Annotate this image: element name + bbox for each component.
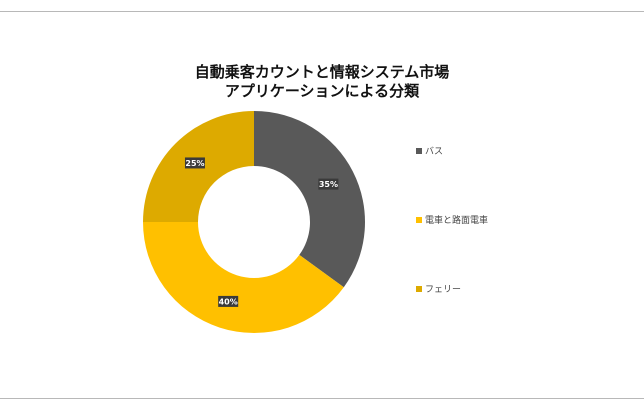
- legend-swatch-2: [416, 217, 422, 223]
- legend-swatch-1: [416, 148, 422, 154]
- chart-title-line-1: 自動乗客カウントと情報システム市場: [195, 63, 450, 81]
- data-labels: 35% 40% 25%: [184, 157, 339, 307]
- data-label-1: 35%: [319, 180, 338, 189]
- bottom-divider: [0, 398, 644, 399]
- legend-swatch-3: [416, 286, 422, 292]
- data-label-box-1: [318, 178, 339, 190]
- data-label-3: 25%: [185, 159, 204, 168]
- data-label-2: 40%: [219, 297, 238, 306]
- legend-label-2: 電車と路面電車: [425, 214, 488, 226]
- legend-label-3: フェリー: [425, 285, 461, 295]
- slice-1: [254, 111, 366, 288]
- data-label-box-3: [184, 157, 205, 169]
- donut-slices: [143, 111, 366, 334]
- legend-label-1: バス: [425, 146, 443, 157]
- slice-2: [143, 222, 344, 334]
- top-divider: [0, 11, 644, 12]
- chart-title-line-2: アプリケーションによる分類: [225, 82, 420, 100]
- data-label-box-2: [218, 295, 239, 307]
